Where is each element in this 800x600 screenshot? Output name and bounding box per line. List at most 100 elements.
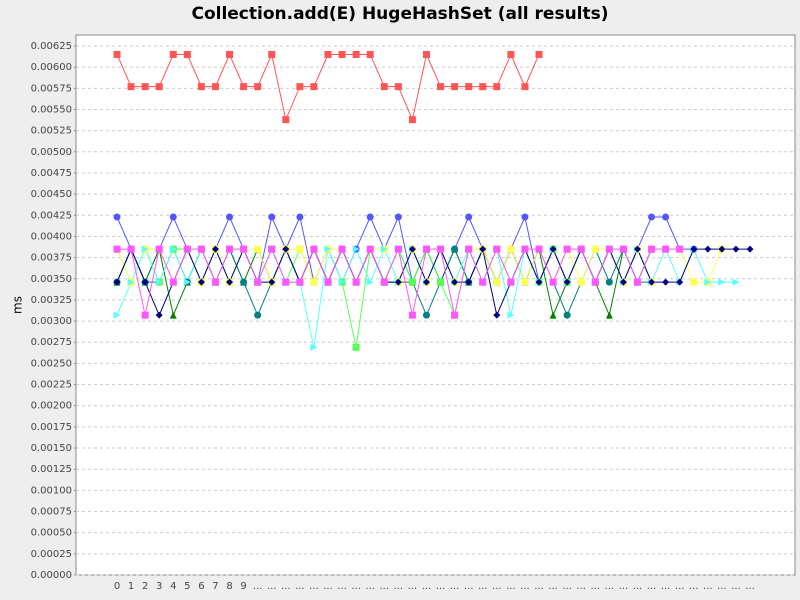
- point: [563, 245, 571, 253]
- x-tick-label: ...: [394, 581, 404, 592]
- point: [268, 50, 276, 58]
- point: [127, 278, 135, 286]
- x-tick-label: ...: [562, 581, 572, 592]
- point: [437, 278, 445, 286]
- point: [127, 83, 135, 91]
- point: [169, 311, 177, 319]
- point: [648, 213, 656, 221]
- point: [338, 278, 346, 286]
- point: [676, 245, 684, 253]
- point: [197, 83, 205, 91]
- point: [465, 83, 473, 91]
- point: [549, 245, 557, 253]
- x-tick-label: 5: [184, 581, 190, 592]
- point: [366, 245, 374, 253]
- point: [451, 245, 459, 253]
- y-tick-label: 0.00575: [31, 83, 72, 94]
- x-tick-label: ...: [703, 581, 713, 592]
- point: [521, 83, 529, 91]
- x-tick-label: ...: [253, 581, 263, 592]
- x-tick-label: ...: [633, 581, 643, 592]
- x-tick-label: ...: [295, 581, 305, 592]
- point: [394, 245, 402, 253]
- point: [394, 213, 402, 221]
- point: [662, 278, 670, 286]
- y-tick-label: 0.00375: [31, 253, 72, 264]
- y-tick-label: 0.00125: [31, 464, 72, 475]
- point: [113, 311, 121, 319]
- y-tick-label: 0.00050: [31, 528, 72, 539]
- y-tick-label: 0.00625: [31, 41, 72, 52]
- x-tick-label: ...: [464, 581, 474, 592]
- point: [380, 83, 388, 91]
- point: [507, 278, 515, 286]
- chart-title: Collection.add(E) HugeHashSet (all resul…: [191, 4, 608, 24]
- point: [183, 278, 191, 286]
- point: [324, 278, 332, 286]
- x-tick-label: 4: [170, 581, 176, 592]
- x-tick-label: ...: [689, 581, 699, 592]
- point: [451, 311, 459, 319]
- x-tick-label: ...: [492, 581, 502, 592]
- x-tick-label: 0: [114, 581, 120, 592]
- x-tick-label: ...: [647, 581, 657, 592]
- point: [535, 50, 543, 58]
- point: [113, 245, 121, 253]
- point: [282, 245, 290, 253]
- point: [605, 278, 613, 286]
- point: [282, 116, 290, 124]
- point: [254, 245, 262, 253]
- point: [366, 213, 374, 221]
- point: [296, 83, 304, 91]
- point: [169, 213, 177, 221]
- x-tick-label: 3: [156, 581, 162, 592]
- point: [113, 50, 121, 58]
- point: [352, 343, 360, 351]
- x-tick-label: ...: [745, 581, 755, 592]
- plot-area: [75, 34, 796, 576]
- point: [169, 50, 177, 58]
- point: [451, 83, 459, 91]
- y-tick-label: 0.00425: [31, 210, 72, 221]
- point: [704, 245, 712, 253]
- point: [183, 50, 191, 58]
- point: [197, 278, 205, 286]
- point: [605, 311, 613, 319]
- y-tick-label: 0.00525: [31, 126, 72, 137]
- x-tick-label: ...: [605, 581, 615, 592]
- x-tick-label: ...: [675, 581, 685, 592]
- point: [183, 245, 191, 253]
- x-tick-label: ...: [619, 581, 629, 592]
- y-tick-label: 0.00150: [31, 443, 72, 454]
- point: [211, 245, 219, 253]
- point: [127, 245, 135, 253]
- point: [648, 278, 656, 286]
- point: [704, 278, 712, 286]
- point: [535, 245, 543, 253]
- point: [240, 83, 248, 91]
- point: [563, 311, 571, 319]
- point: [113, 213, 121, 221]
- point: [507, 245, 515, 253]
- y-tick-label: 0.00600: [31, 62, 72, 73]
- x-tick-label: 2: [142, 581, 148, 592]
- point: [437, 245, 445, 253]
- point: [633, 278, 641, 286]
- point: [549, 278, 557, 286]
- point: [155, 278, 163, 286]
- x-tick-label: ...: [351, 581, 361, 592]
- point: [240, 278, 248, 286]
- x-tick-label: ...: [422, 581, 432, 592]
- point: [690, 278, 698, 286]
- point: [310, 245, 318, 253]
- point: [521, 245, 529, 253]
- point: [605, 245, 613, 253]
- point: [296, 245, 304, 253]
- y-tick-label: 0.00100: [31, 485, 72, 496]
- x-tick-label: ...: [717, 581, 727, 592]
- point: [493, 83, 501, 91]
- x-tick-label: ...: [450, 581, 460, 592]
- y-tick-label: 0.00550: [31, 104, 72, 115]
- point: [169, 245, 177, 253]
